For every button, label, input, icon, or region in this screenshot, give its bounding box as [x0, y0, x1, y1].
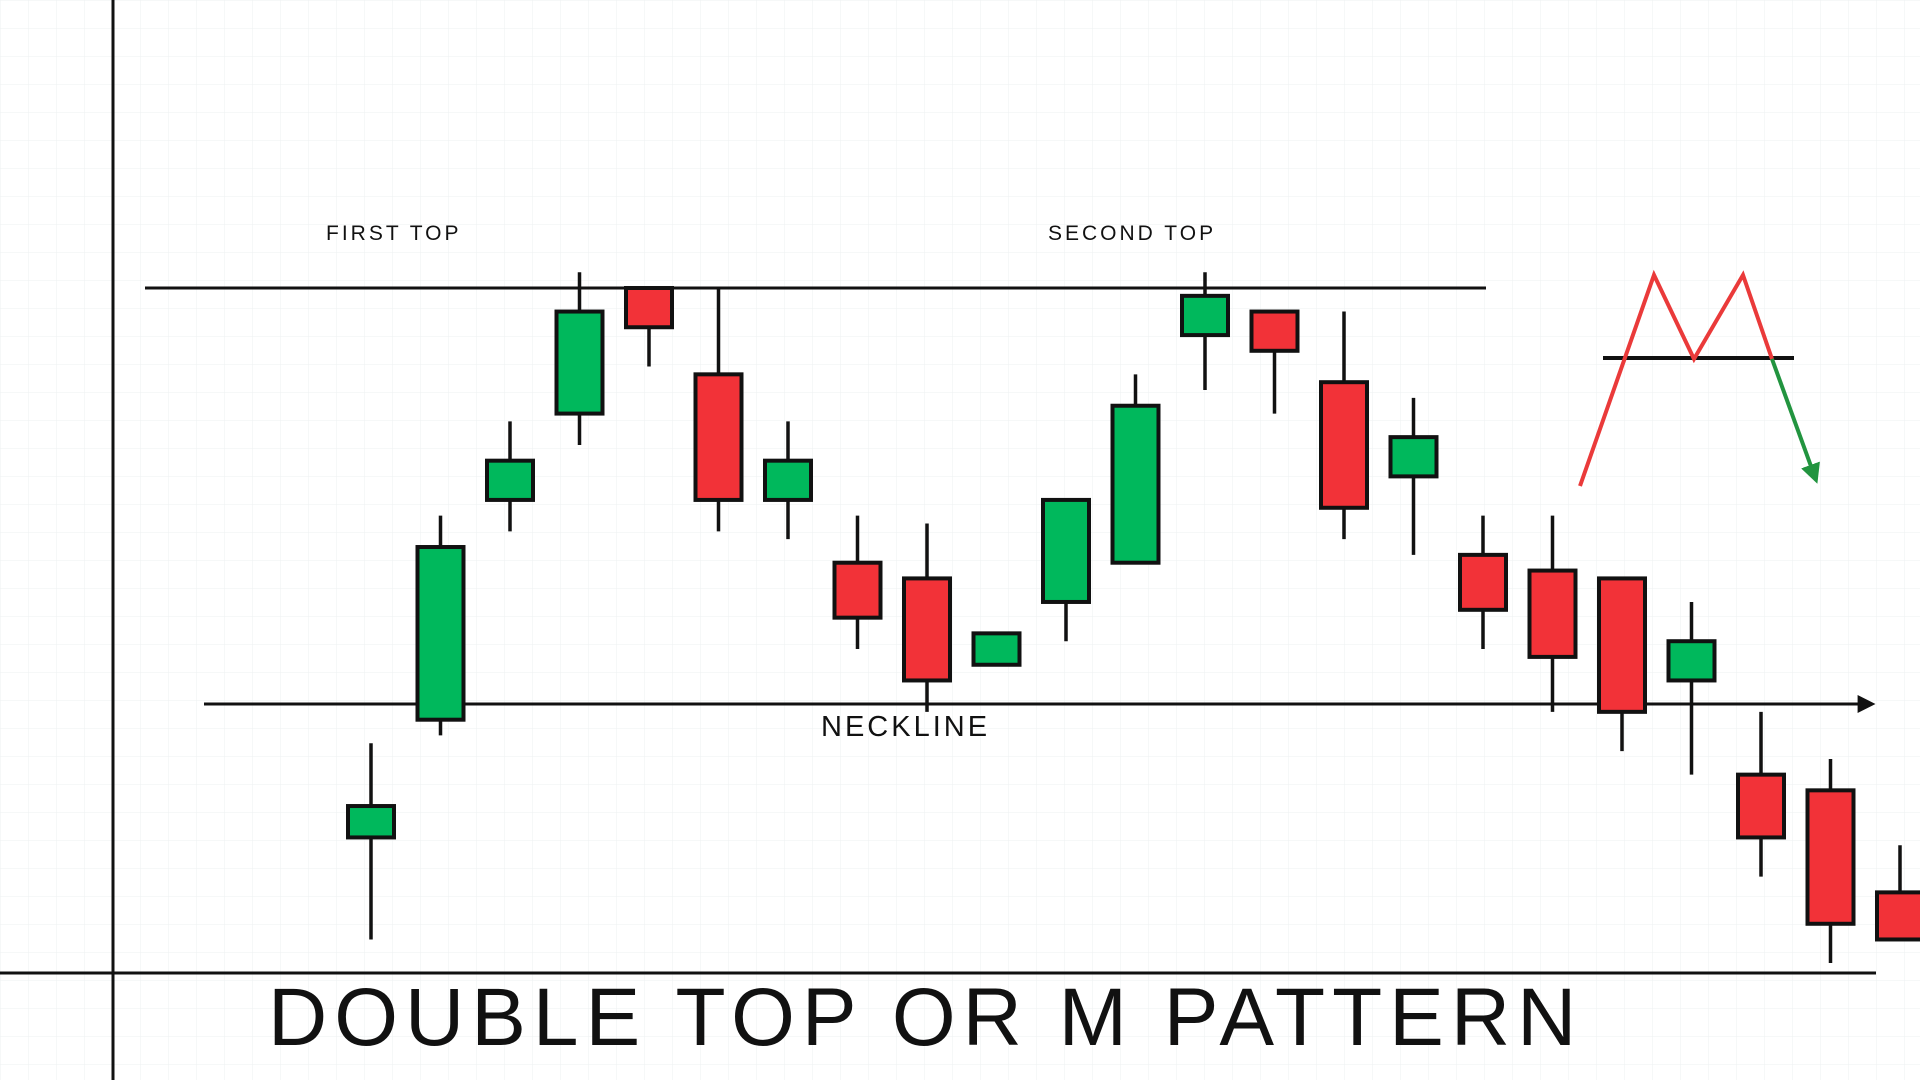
bullish-candle-body [1388, 435, 1439, 479]
bearish-candle-body [693, 372, 744, 502]
candle-6 [693, 288, 744, 532]
bearish-candle-body [1805, 788, 1856, 926]
candle-11 [1041, 497, 1091, 642]
first-top-label: FIRST TOP [326, 222, 462, 245]
candle-9 [902, 523, 952, 712]
candle-12 [1110, 374, 1161, 565]
bearish-candle-body [624, 286, 674, 330]
candles-group [346, 272, 1920, 964]
bullish-candle-body [971, 631, 1022, 667]
inset-down-arrow [1770, 358, 1820, 484]
candle-4 [554, 272, 605, 445]
candle-22 [1805, 758, 1856, 964]
bearish-candle-body [1319, 380, 1369, 510]
m-pattern-inset [1578, 269, 1820, 487]
bullish-candle-body [1110, 403, 1161, 565]
bullish-candle-body [485, 458, 535, 502]
bearish-candle-body [1736, 772, 1786, 840]
bearish-candle-body [1458, 552, 1508, 612]
bullish-candle-body [763, 458, 813, 502]
candle-7 [763, 421, 813, 540]
candle-2 [415, 515, 466, 736]
candle-5 [624, 286, 674, 367]
bullish-candle-body [1180, 293, 1230, 338]
candle-19 [1597, 576, 1647, 752]
candle-21 [1736, 711, 1786, 877]
candle-13 [1180, 272, 1230, 391]
bullish-candle-body [1041, 497, 1091, 604]
candle-23 [1875, 845, 1920, 942]
candle-8 [832, 515, 883, 650]
candle-3 [485, 421, 535, 532]
bullish-candle-body [554, 309, 605, 416]
neckline-label: NECKLINE [821, 711, 990, 743]
chart-title: DOUBLE TOP OR M PATTERN [268, 972, 1583, 1063]
bullish-candle-body [415, 545, 466, 722]
candle-15 [1319, 311, 1369, 540]
candle-10 [971, 631, 1022, 667]
candle-16 [1388, 397, 1439, 555]
candle-14 [1249, 309, 1300, 414]
second-top-label: SECOND TOP [1048, 222, 1216, 245]
candle-1 [346, 743, 396, 940]
bearish-candle-body [1597, 576, 1647, 714]
bearish-candle-body [1249, 309, 1300, 353]
bearish-candle-body [1527, 568, 1578, 659]
bearish-candle-body [1875, 890, 1920, 942]
bullish-candle-body [1666, 639, 1717, 683]
bullish-candle-body [346, 804, 396, 840]
bearish-candle-body [832, 560, 883, 620]
candle-18 [1527, 515, 1578, 712]
bearish-candle-body [902, 576, 952, 683]
candle-20 [1666, 601, 1717, 775]
inset-m-shape [1578, 269, 1774, 487]
candle-17 [1458, 515, 1508, 650]
